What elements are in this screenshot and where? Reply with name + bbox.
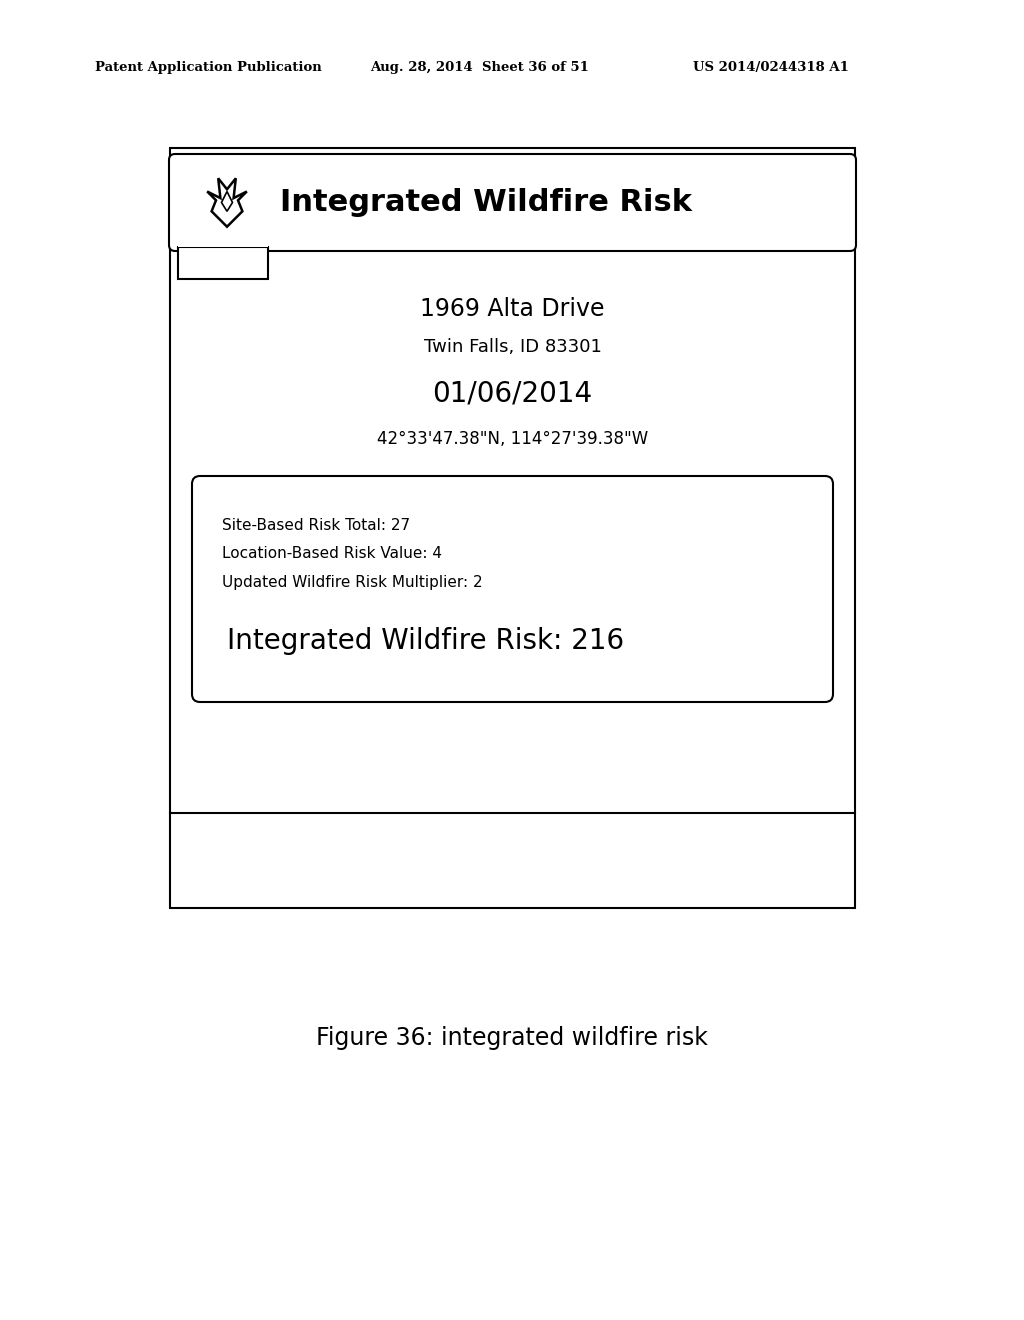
Bar (170, 148, 855, 908)
Text: Patent Application Publication: Patent Application Publication (95, 62, 322, 74)
Text: 1969 Alta Drive: 1969 Alta Drive (420, 297, 605, 321)
Text: 42°33'47.38"N, 114°27'39.38"W: 42°33'47.38"N, 114°27'39.38"W (377, 430, 648, 447)
Text: Location-Based Risk Value: 4: Location-Based Risk Value: 4 (222, 546, 442, 561)
Text: 01/06/2014: 01/06/2014 (432, 380, 593, 408)
Text: Twin Falls, ID 83301: Twin Falls, ID 83301 (424, 338, 601, 356)
Text: Updated Wildfire Risk Multiplier: 2: Updated Wildfire Risk Multiplier: 2 (222, 574, 482, 590)
Bar (178, 247, 268, 279)
Text: Integrated Wildfire Risk: Integrated Wildfire Risk (280, 187, 692, 216)
FancyBboxPatch shape (169, 154, 856, 251)
Text: US 2014/0244318 A1: US 2014/0244318 A1 (693, 62, 849, 74)
Text: Aug. 28, 2014  Sheet 36 of 51: Aug. 28, 2014 Sheet 36 of 51 (370, 62, 589, 74)
Text: Integrated Wildfire Risk: 216: Integrated Wildfire Risk: 216 (227, 627, 624, 655)
Text: Site-Based Risk Total: 27: Site-Based Risk Total: 27 (222, 519, 411, 533)
Bar (178, 242, 268, 247)
FancyBboxPatch shape (193, 477, 833, 702)
Text: Figure 36: integrated wildfire risk: Figure 36: integrated wildfire risk (316, 1026, 708, 1049)
